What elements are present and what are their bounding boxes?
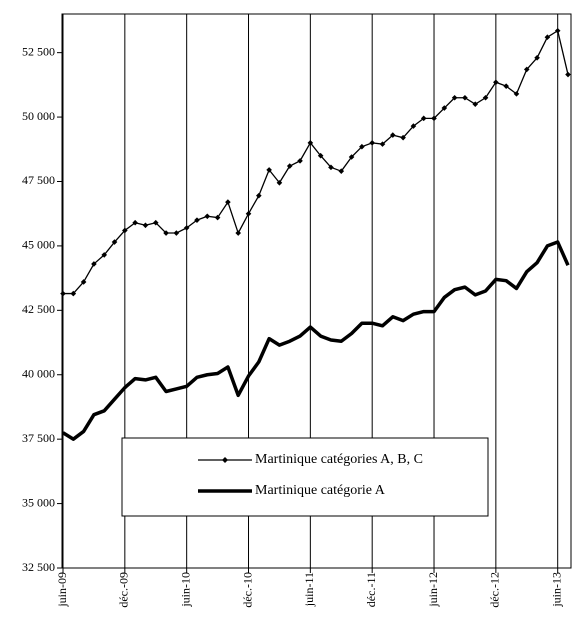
point-marker [431, 115, 437, 122]
point-marker [554, 27, 561, 34]
point-marker [204, 213, 211, 220]
point-marker [369, 140, 375, 146]
legend-label: Martinique catégorie A [255, 483, 386, 498]
point-marker [70, 290, 77, 297]
y-tick-label: 52 500 [22, 44, 55, 58]
x-tick-label: déc.-09 [117, 572, 131, 608]
point-marker [389, 132, 396, 138]
point-marker [451, 94, 458, 101]
y-tick-label: 50 000 [22, 109, 55, 123]
point-marker [328, 164, 334, 171]
point-marker [132, 219, 138, 226]
y-tick-label: 40 000 [22, 366, 55, 380]
y-tick-label: 42 500 [22, 302, 55, 316]
x-tick-label: déc.-11 [364, 572, 378, 607]
point-marker [101, 252, 108, 258]
point-marker [317, 152, 324, 159]
point-marker [194, 217, 200, 223]
x-tick-label: juin-09 [55, 572, 69, 608]
point-marker [276, 179, 283, 186]
point-marker [441, 105, 448, 111]
point-marker [245, 210, 252, 217]
point-marker [410, 123, 417, 129]
point-marker [152, 219, 159, 226]
y-tick-label: 32 500 [22, 560, 55, 574]
point-marker [379, 141, 386, 147]
x-tick-label: juin-12 [426, 572, 440, 608]
point-marker [111, 239, 118, 245]
point-marker [544, 34, 551, 40]
point-marker [235, 230, 242, 236]
point-marker [565, 71, 571, 78]
point-marker [183, 225, 190, 231]
point-marker [122, 227, 128, 234]
point-marker [472, 101, 479, 107]
y-tick-label: 35 000 [22, 495, 55, 509]
point-marker [286, 163, 293, 169]
y-tick-label: 45 000 [22, 238, 55, 252]
point-marker [266, 167, 272, 173]
point-marker [225, 199, 231, 205]
point-marker [534, 55, 540, 61]
point-marker [400, 134, 406, 141]
point-marker [173, 230, 180, 236]
legend-marker [222, 457, 228, 463]
legend-label: Martinique catégories A, B, C [255, 452, 423, 467]
point-marker [297, 158, 303, 164]
x-tick-label: juin-10 [178, 572, 192, 608]
point-marker [307, 140, 314, 146]
point-marker [513, 91, 520, 97]
point-marker [523, 66, 530, 73]
point-marker [348, 154, 355, 160]
y-tick-label: 47 500 [22, 173, 55, 187]
point-marker [482, 94, 489, 101]
point-marker [163, 230, 169, 236]
point-marker [91, 261, 97, 267]
point-marker [503, 83, 509, 89]
point-marker [60, 290, 66, 297]
point-marker [256, 192, 262, 199]
y-tick-label: 37 500 [22, 431, 55, 445]
x-tick-label: juin-11 [302, 572, 316, 607]
x-tick-label: déc.-10 [240, 572, 254, 608]
point-marker [142, 222, 149, 229]
series-line [62, 240, 570, 441]
point-marker [359, 143, 365, 150]
legend [121, 437, 489, 517]
point-marker [80, 279, 87, 285]
point-marker [462, 94, 468, 101]
point-marker [338, 168, 345, 174]
x-tick-label: déc.-12 [488, 572, 502, 608]
x-tick-label: juin-13 [549, 572, 563, 608]
point-marker [420, 115, 427, 122]
point-marker [493, 79, 499, 86]
point-marker [214, 214, 221, 221]
